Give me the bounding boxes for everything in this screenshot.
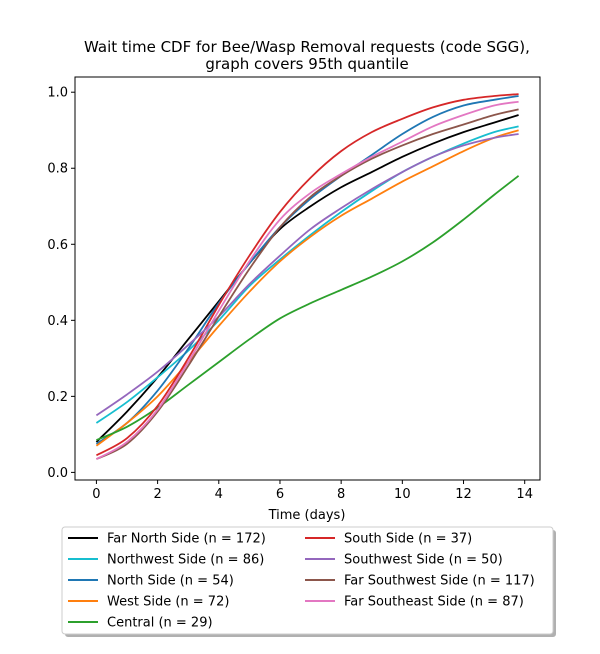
y-tick-label: 0.2 (47, 390, 68, 405)
x-tick-label: 4 (215, 487, 223, 502)
axes-frame (74, 76, 541, 481)
legend-label-5: South Side (n = 37) (344, 532, 472, 547)
series-line-4 (96, 175, 520, 441)
y-tick-label: 0.6 (47, 238, 68, 253)
series-line-2 (95, 95, 519, 445)
legend-label-0: Far North Side (n = 172) (107, 532, 266, 547)
legend-label-1: Northwest Side (n = 86) (107, 553, 264, 568)
series-lines (95, 93, 520, 460)
legend-label-7: Far Southwest Side (n = 117) (344, 574, 535, 589)
chart-title-line2: graph covers 95th quantile (205, 55, 408, 73)
x-tick-label: 14 (516, 487, 533, 502)
y-tick-label: 1.0 (47, 86, 68, 101)
series-line-8 (95, 100, 519, 460)
legend: Far North Side (n = 172) Northwest Side (… (61, 526, 556, 637)
x-tick-label: 2 (153, 487, 161, 502)
series-line-5 (95, 93, 519, 457)
y-tick-label: 0.0 (47, 466, 68, 481)
series-line-1 (95, 125, 519, 424)
series-line-0 (95, 114, 519, 443)
legend-label-3: West Side (n = 72) (107, 595, 229, 610)
x-tick-label: 8 (337, 487, 345, 502)
series-line-7 (96, 108, 519, 460)
plot-area (75, 77, 540, 480)
legend-label-2: North Side (n = 54) (107, 574, 234, 589)
chart-title-line1: Wait time CDF for Bee/Wasp Removal reque… (84, 38, 530, 56)
y-tick-label: 0.8 (47, 162, 68, 177)
x-tick-label: 12 (455, 487, 472, 502)
x-tick-label: 0 (92, 487, 100, 502)
legend-label-6: Southwest Side (n = 50) (344, 553, 503, 568)
axes: 0 2 4 6 8 10 12 14 0.0 0.2 0.4 0.6 0.8 1.0 (47, 76, 541, 502)
legend-label-4: Central (n = 29) (107, 616, 213, 631)
series-line-3 (95, 129, 519, 447)
plot-background (75, 77, 540, 480)
x-tick-label: 6 (276, 487, 284, 502)
x-axis-label: Time (days) (268, 508, 346, 523)
y-tick-label: 0.4 (47, 314, 68, 329)
series-line-6 (95, 133, 519, 417)
legend-label-8: Far Southeast Side (n = 87) (344, 595, 524, 610)
x-tick-label: 10 (394, 487, 411, 502)
